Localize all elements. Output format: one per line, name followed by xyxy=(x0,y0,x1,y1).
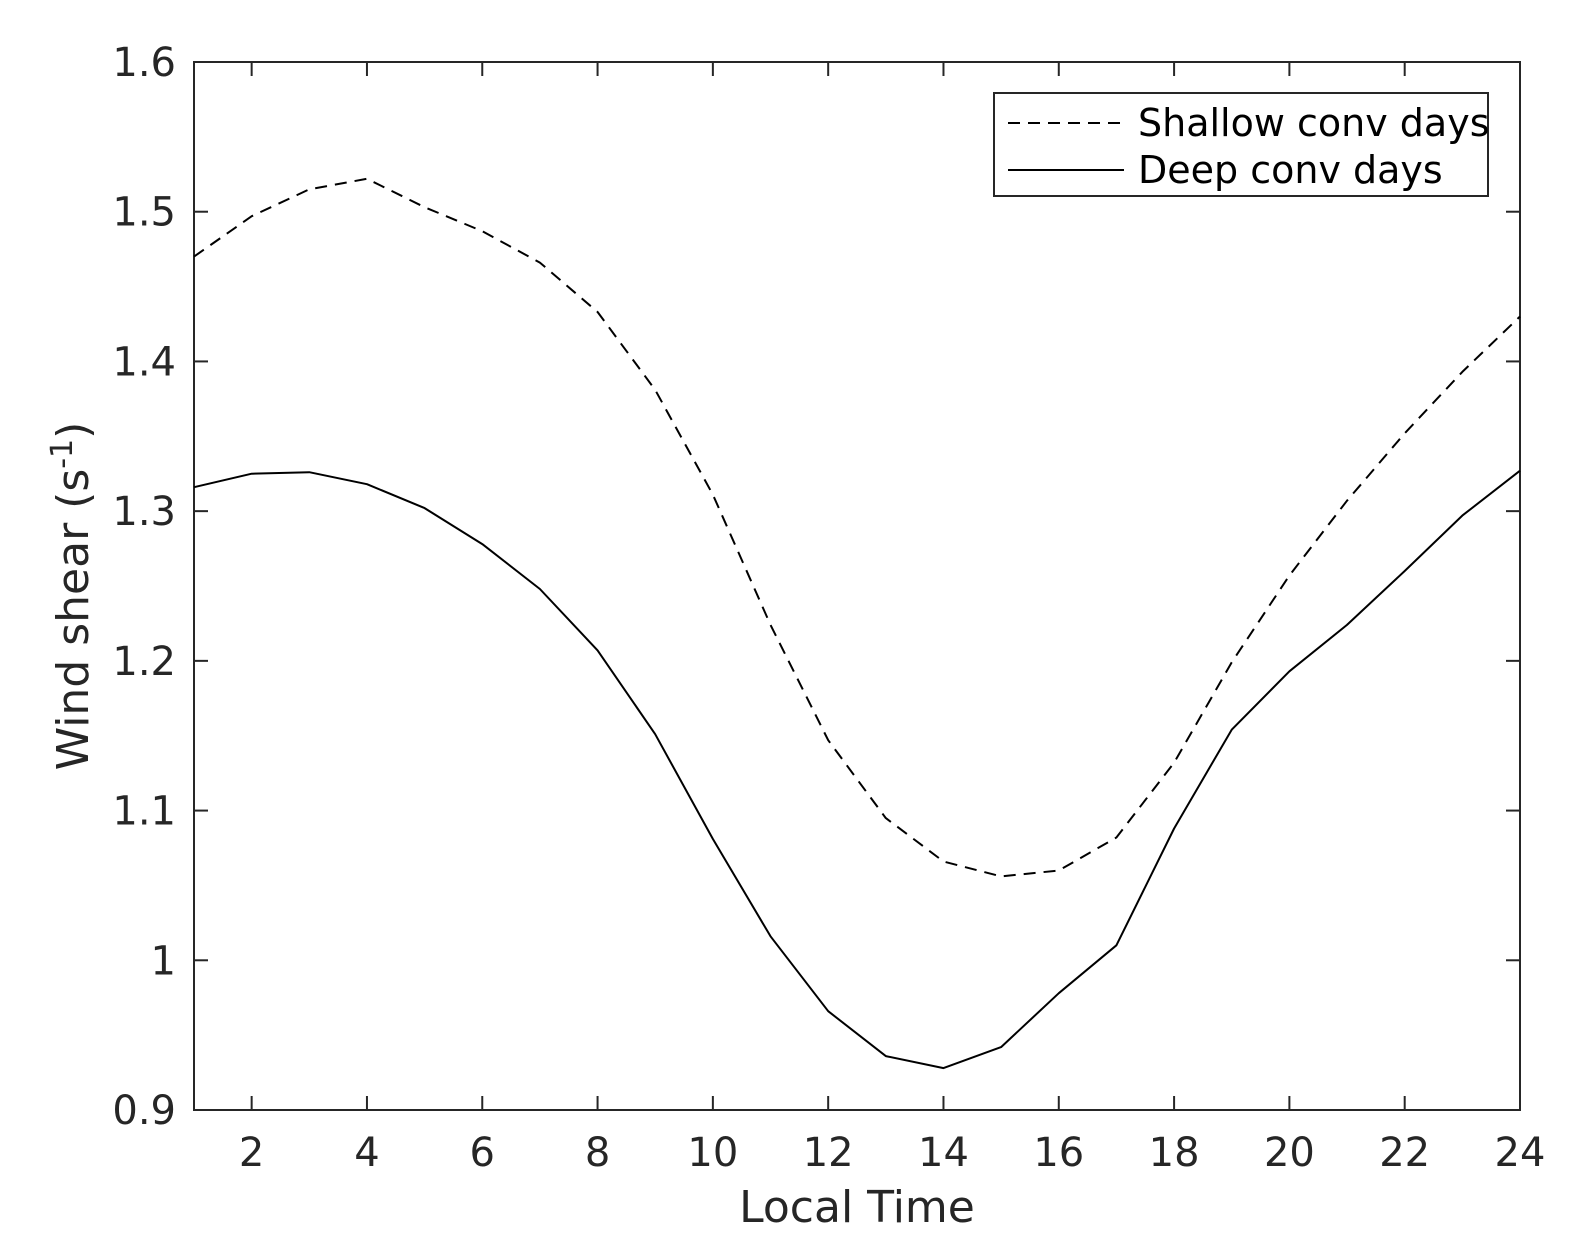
y-axis-label-main: Wind shear (s xyxy=(48,469,99,771)
x-tick-label: 20 xyxy=(1264,1130,1315,1176)
y-tick-label: 1 xyxy=(151,938,176,984)
y-tick-label: 0.9 xyxy=(112,1088,176,1134)
x-tick-label: 22 xyxy=(1379,1130,1430,1176)
axes-box xyxy=(193,61,1521,1111)
plot-area xyxy=(193,61,1521,1111)
y-tick-label: 1.1 xyxy=(112,789,176,835)
x-tick-label: 14 xyxy=(918,1130,969,1176)
y-tick-label: 1.2 xyxy=(112,639,176,685)
x-tick-label: 8 xyxy=(585,1130,610,1176)
y-axis-label: Wind shear (s-1) xyxy=(45,422,99,771)
y-tick-label: 1.3 xyxy=(112,489,176,535)
legend-box xyxy=(993,92,1489,197)
x-tick-label: 16 xyxy=(1033,1130,1084,1176)
legend-label: Deep conv days xyxy=(1138,148,1443,192)
series-line-shallow-conv-days xyxy=(193,177,1521,878)
series-line-deep-conv-days xyxy=(193,469,1521,1070)
y-axis-label-superscript: -1 xyxy=(45,439,80,469)
x-tick-label: 12 xyxy=(803,1130,854,1176)
x-tick-label: 10 xyxy=(687,1130,738,1176)
axis-ticks xyxy=(194,61,1521,1111)
y-tick-labels: 0.9 1 1.1 1.2 1.3 1.4 1.5 1.6 xyxy=(112,40,176,1134)
y-tick-label: 1.4 xyxy=(112,339,176,385)
x-tick-label: 2 xyxy=(239,1130,264,1176)
y-axis-label-suffix: ) xyxy=(48,422,99,439)
x-axis-label: Local Time xyxy=(739,1182,975,1233)
series-layer xyxy=(193,177,1521,1070)
x-tick-labels: 2 4 6 8 10 12 14 16 18 20 22 24 xyxy=(239,1130,1546,1176)
x-tick-label: 6 xyxy=(470,1130,495,1176)
legend-label: Shallow conv days xyxy=(1138,101,1490,145)
y-tick-label: 1.5 xyxy=(112,190,176,236)
x-tick-label: 18 xyxy=(1149,1130,1200,1176)
y-tick-label: 1.6 xyxy=(112,40,176,86)
x-tick-label: 4 xyxy=(354,1130,379,1176)
x-tick-label: 24 xyxy=(1495,1130,1546,1176)
